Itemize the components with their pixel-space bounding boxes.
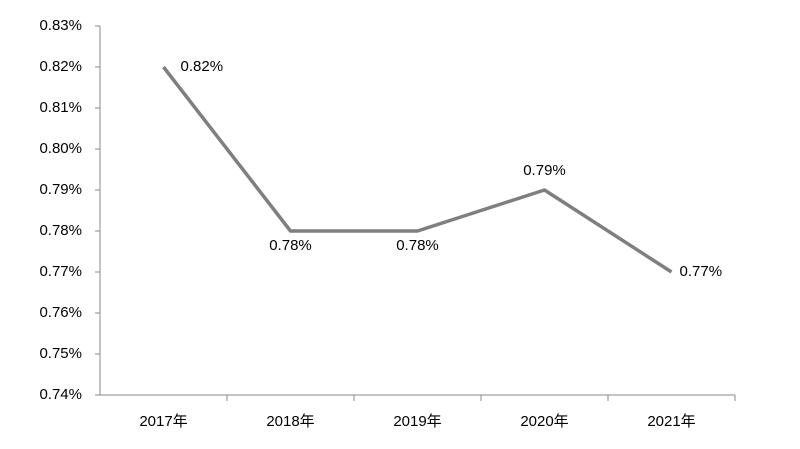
y-tick-label: 0.78% xyxy=(39,222,82,239)
y-tick-label: 0.81% xyxy=(39,99,82,116)
data-label: 0.78% xyxy=(269,237,312,254)
y-tick-label: 0.76% xyxy=(39,304,82,321)
data-label: 0.82% xyxy=(181,58,224,75)
y-tick-label: 0.74% xyxy=(39,386,82,403)
y-tick-label: 0.75% xyxy=(39,345,82,362)
y-tick-label: 0.77% xyxy=(39,263,82,280)
x-tick-label: 2020年 xyxy=(520,413,568,430)
y-tick-label: 0.82% xyxy=(39,58,82,75)
data-label: 0.79% xyxy=(523,162,566,179)
y-tick-label: 0.83% xyxy=(39,17,82,34)
y-tick-label: 0.80% xyxy=(39,140,82,157)
y-tick-label: 0.79% xyxy=(39,181,82,198)
data-label: 0.77% xyxy=(680,263,723,280)
x-tick-label: 2021年 xyxy=(647,413,695,430)
data-line xyxy=(162,65,673,274)
x-tick-label: 2018年 xyxy=(266,413,314,430)
x-tick-label: 2019年 xyxy=(393,413,441,430)
data-label: 0.78% xyxy=(396,237,439,254)
x-tick-label: 2017年 xyxy=(139,413,187,430)
